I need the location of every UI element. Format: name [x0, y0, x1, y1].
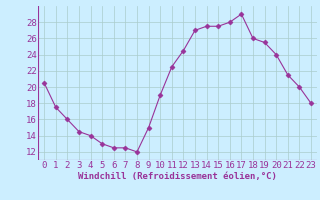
X-axis label: Windchill (Refroidissement éolien,°C): Windchill (Refroidissement éolien,°C) — [78, 172, 277, 181]
